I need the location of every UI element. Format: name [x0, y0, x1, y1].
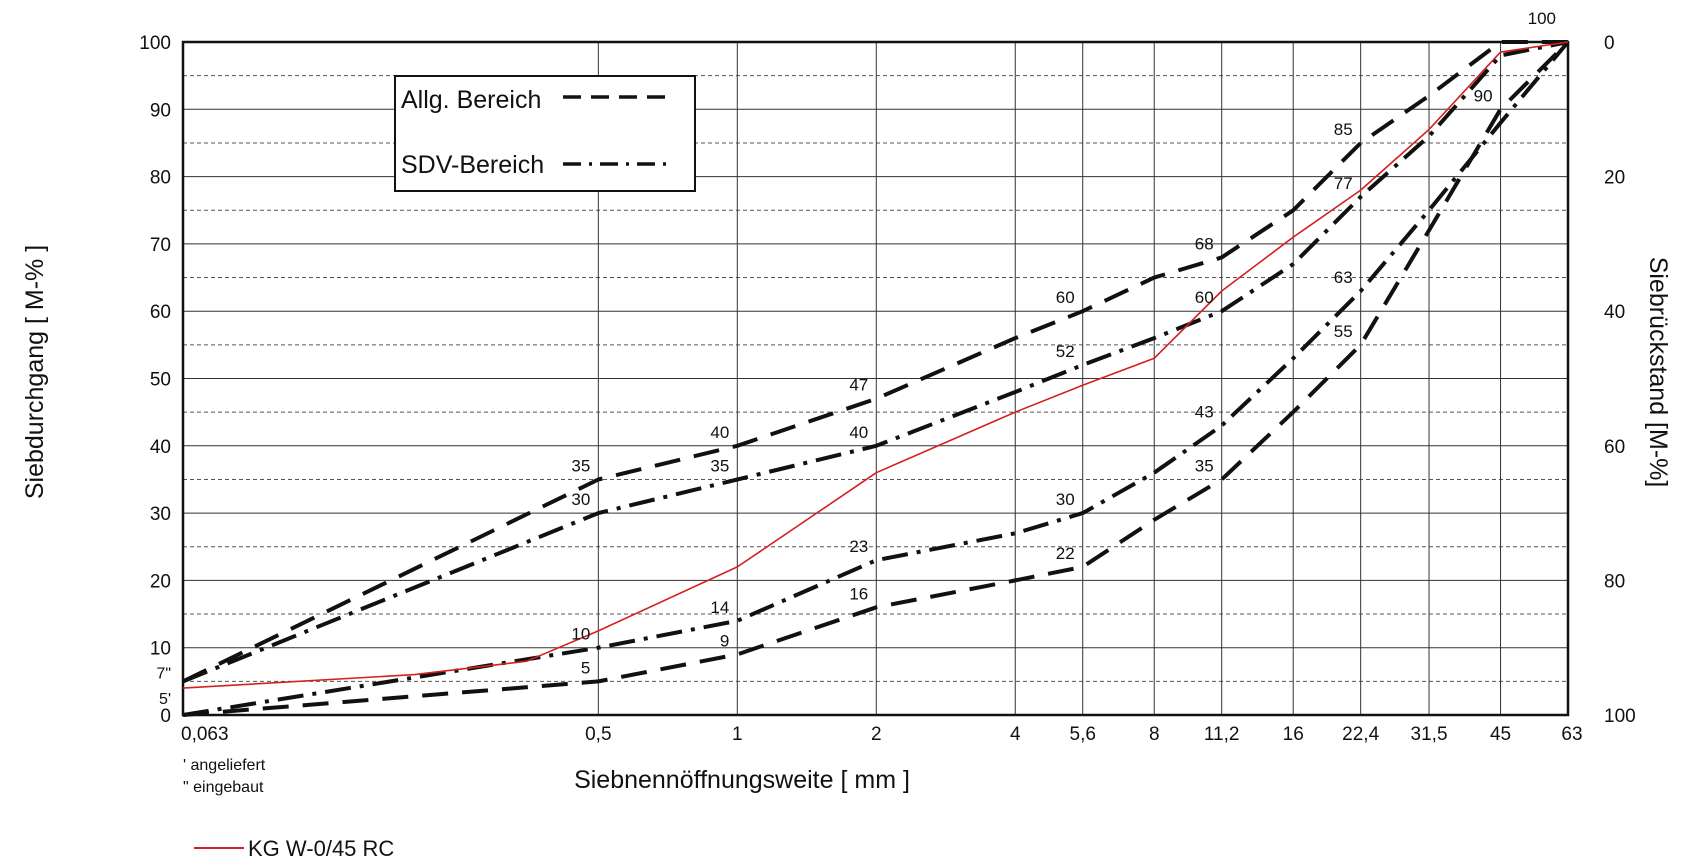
series-line-2	[182, 40, 1569, 684]
series-line-5	[182, 41, 1569, 689]
point-label: 40	[849, 423, 868, 442]
point-label: 43	[1195, 403, 1214, 422]
series-legend-label: KG W-0/45 RC	[248, 836, 394, 861]
y-tick-label: 40	[150, 437, 171, 458]
x-tick-label: 4	[1010, 724, 1021, 745]
x-tick-label: 8	[1149, 724, 1160, 745]
y-extra-tick-label: 5'	[159, 691, 171, 708]
plot-frame	[181, 40, 1570, 717]
series-line-1	[182, 40, 1568, 684]
point-label: 40	[710, 423, 729, 442]
point-label: 30	[571, 490, 590, 509]
y-right-tick-label: 40	[1604, 302, 1625, 323]
y-right-tick-label: 0	[1604, 33, 1615, 54]
footnote-angeliefert: ' angeliefert	[183, 757, 266, 774]
x-tick-label: 0,063	[181, 724, 229, 745]
y-tick-label: 50	[150, 370, 171, 391]
y-tick-label: 30	[150, 504, 171, 525]
y-tick-label: 70	[150, 235, 171, 256]
x-tick-label: 22,4	[1342, 724, 1379, 745]
grid	[181, 40, 1570, 717]
footnote-eingebaut: " eingebaut	[183, 779, 264, 796]
point-label: 60	[1056, 288, 1075, 307]
x-tick-label: 5,6	[1070, 724, 1096, 745]
point-labels: 35 40 47 60 68 85 100 30 35 40 52 60 77 10 14 23 30 43 63 9…	[571, 9, 1556, 677]
y-right-tick-label: 100	[1604, 706, 1636, 727]
point-label: 5	[581, 658, 590, 677]
legend-label-sdv: SDV-Bereich	[401, 151, 544, 179]
point-label: 90	[1474, 86, 1493, 105]
axes: 0 10 20 30 40 50 60 70 80 90 100 5' 7" 0 20 40 60 80 100 0,…	[139, 33, 1635, 745]
series-legend: KG W-0/45 RC	[194, 836, 394, 861]
y-tick-label: 80	[150, 168, 171, 189]
y-axis-title-right: Siebrückstand [M-%]	[1644, 257, 1672, 488]
point-label: 47	[849, 376, 868, 395]
series-lines	[182, 40, 1570, 717]
point-label: 23	[849, 537, 868, 556]
point-label: 60	[1195, 288, 1214, 307]
y-axis-title: Siebdurchgang [ M-% ]	[21, 245, 49, 499]
y-tick-label: 100	[139, 33, 171, 54]
point-label: 52	[1056, 342, 1075, 361]
x-tick-label: 45	[1490, 724, 1511, 745]
x-tick-label: 11,2	[1204, 724, 1240, 745]
point-label: 63	[1334, 268, 1353, 287]
y-tick-label: 0	[160, 706, 171, 727]
point-label: 35	[710, 456, 729, 475]
x-tick-label: 63	[1561, 724, 1582, 745]
series-line-4	[182, 40, 1570, 717]
y-tick-label: 20	[150, 571, 171, 592]
y-extra-tick-label: 7"	[156, 666, 171, 683]
point-label: 100	[1528, 9, 1556, 28]
point-label: 9	[720, 631, 729, 650]
x-tick-label: 0,5	[585, 724, 611, 745]
x-tick-label: 16	[1283, 724, 1304, 745]
point-label: 35	[1195, 456, 1214, 475]
y-right-tick-label: 80	[1604, 571, 1625, 592]
x-tick-label: 1	[732, 724, 743, 745]
legend-label-allg: Allg. Bereich	[401, 86, 541, 114]
x-tick-label: 2	[871, 724, 882, 745]
point-label: 14	[710, 598, 729, 617]
point-label: 68	[1195, 234, 1214, 253]
x-axis-title: Siebnennöffnungsweite [ mm ]	[574, 766, 910, 794]
point-label: 85	[1334, 120, 1353, 139]
y-tick-label: 60	[150, 302, 171, 323]
y-right-tick-label: 20	[1604, 168, 1625, 189]
legend-box: Allg. Bereich SDV-Bereich	[394, 75, 696, 192]
point-label: 35	[571, 456, 590, 475]
y-right-tick-label: 60	[1604, 437, 1625, 458]
point-label: 30	[1056, 490, 1075, 509]
point-label: 10	[571, 625, 590, 644]
point-label: 16	[849, 584, 868, 603]
y-tick-label: 10	[150, 639, 171, 660]
y-tick-label: 90	[150, 100, 171, 121]
x-tick-label: 31,5	[1411, 724, 1448, 745]
point-label: 22	[1056, 544, 1075, 563]
point-label: 55	[1334, 322, 1353, 341]
point-label: 77	[1334, 174, 1353, 193]
